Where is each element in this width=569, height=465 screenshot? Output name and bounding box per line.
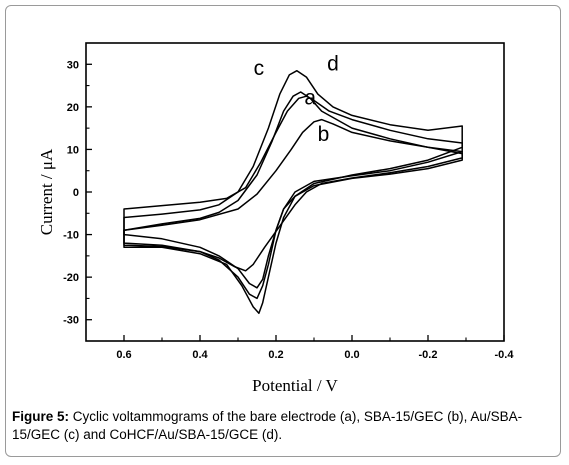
curve-label-layer: ab c d [254, 53, 339, 146]
series-line-a [123, 91, 463, 289]
curve-label-b: b [318, 123, 330, 146]
caption-text: Cyclic voltammograms of the bare electro… [12, 409, 523, 442]
curve-label-c: c [254, 57, 265, 80]
curve-label-d: d [327, 53, 339, 76]
x-tick-label: 0.4 [192, 349, 208, 361]
caption-label: Figure 5: [12, 409, 70, 424]
series-line-d [123, 95, 463, 300]
y-tick-label: -20 [63, 272, 79, 284]
y-axis-ticks: 30 20 10 0 -10 -20 -30 [63, 59, 92, 327]
y-tick-label: 0 [73, 187, 79, 199]
y-tick-label: 30 [67, 59, 79, 71]
y-tick-label: -10 [63, 230, 79, 242]
y-tick-label: 20 [67, 102, 79, 114]
x-tick-label: 0.2 [268, 349, 283, 361]
series-line-b [123, 118, 463, 272]
y-tick-label: 10 [67, 144, 79, 156]
x-axis-title: Potential / V [252, 376, 338, 395]
x-tick-label: -0.4 [495, 349, 515, 361]
curve-label-a: a [304, 87, 316, 110]
x-tick-label: -0.2 [419, 349, 438, 361]
series-layer [123, 69, 463, 315]
x-axis-ticks: 0.6 0.4 0.2 0.0 -0.2 -0.4 [116, 335, 514, 361]
x-tick-label: 0.0 [344, 349, 359, 361]
figure-frame [5, 5, 561, 457]
cyclic-voltammogram-chart: 0.6 0.4 0.2 0.0 -0.2 -0.4 30 20 10 0 -10 -20 -30 ab… [37, 42, 514, 395]
series-line-c [123, 69, 463, 315]
figure-caption: Figure 5: Cyclic voltammograms of the ba… [12, 408, 557, 444]
y-tick-label: -30 [63, 315, 79, 327]
x-tick-label: 0.6 [116, 349, 131, 361]
y-axis-title: Current / μA [37, 148, 56, 235]
